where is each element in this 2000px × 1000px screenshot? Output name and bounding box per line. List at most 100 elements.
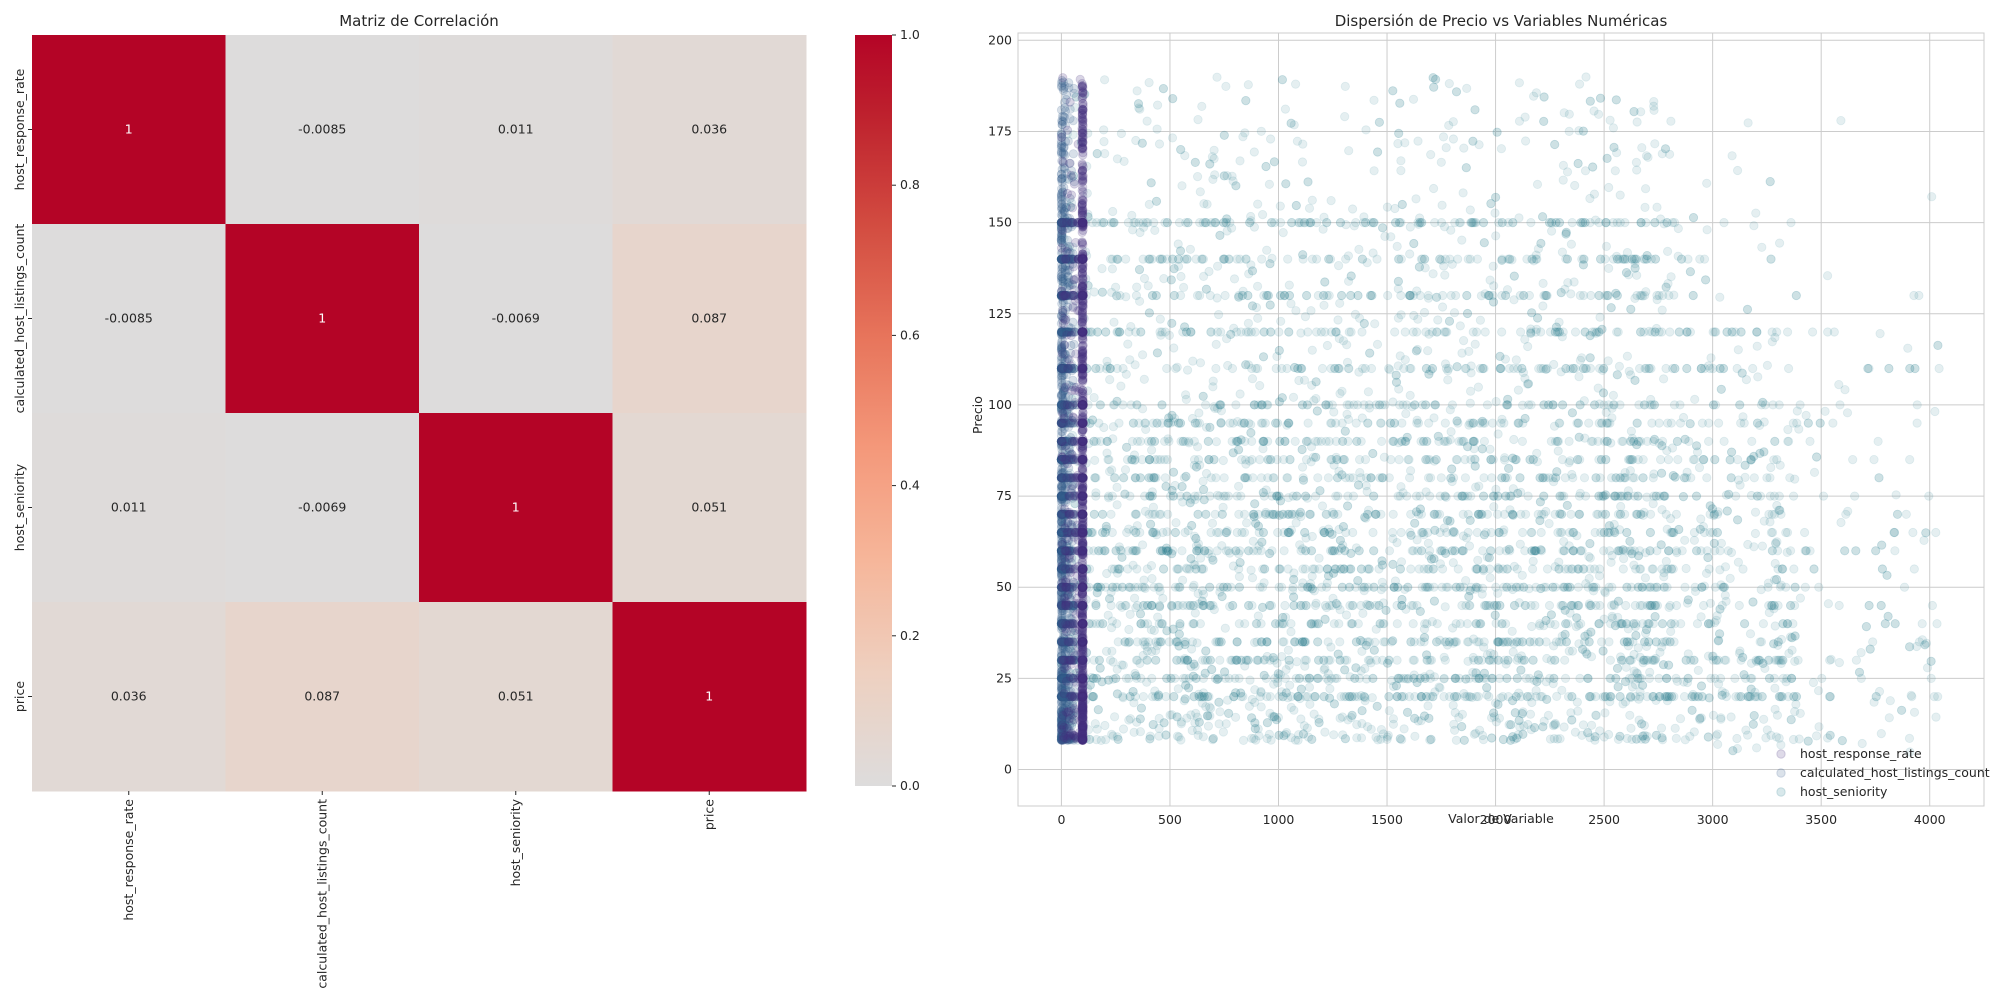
scatter-point — [1338, 436, 1348, 446]
scatter-point — [1278, 228, 1288, 238]
scatter-point — [1349, 221, 1359, 231]
scatter-point — [1368, 527, 1378, 538]
scatter-point — [1600, 588, 1610, 598]
scatter-point — [1459, 735, 1469, 745]
scatter-point — [1692, 447, 1703, 457]
scatter-point — [1193, 172, 1203, 182]
scatter-point — [1580, 327, 1590, 337]
scatter-point — [1411, 346, 1422, 356]
scatter-point — [1408, 655, 1418, 665]
scatter-point — [1314, 717, 1324, 728]
scatter-point — [1662, 696, 1673, 706]
scatter-point — [1174, 254, 1184, 264]
scatter-point — [1626, 691, 1636, 702]
scatter-point — [1359, 400, 1369, 410]
heatmap-col-label: host_seniority — [508, 798, 523, 886]
scatter-point — [1448, 558, 1458, 568]
scatter-point — [1479, 473, 1489, 483]
scatter-point — [1775, 505, 1785, 515]
scatter-point — [1772, 537, 1782, 547]
scatter-point — [1388, 509, 1398, 519]
scatter-point — [1532, 179, 1543, 189]
scatter-point — [1914, 290, 1924, 301]
scatter-point — [1763, 582, 1773, 592]
scatter-point — [1770, 621, 1780, 631]
scatter-point — [1105, 655, 1116, 665]
scatter-point — [1274, 397, 1285, 407]
scatter-point — [1172, 600, 1182, 611]
heatmap-cell — [419, 224, 613, 414]
scatter-point — [1461, 163, 1471, 173]
scatter-point — [1303, 327, 1313, 337]
scatter-point — [1578, 126, 1588, 136]
scatter-point — [1422, 650, 1432, 660]
scatter-point — [1322, 290, 1332, 301]
scatter-point — [1432, 292, 1442, 302]
scatter-point — [1789, 564, 1799, 574]
scatter-point — [1790, 706, 1800, 717]
scatter-point — [1572, 613, 1582, 623]
scatter-point — [1601, 241, 1612, 251]
scatter-point — [1553, 527, 1563, 538]
scatter-point — [1657, 305, 1667, 315]
scatter-point — [1899, 582, 1910, 592]
scatter-point — [1394, 128, 1404, 138]
scatter-point — [1699, 454, 1709, 465]
scatter-point — [1482, 400, 1493, 410]
scatter-point — [1607, 611, 1617, 621]
scatter-point — [1332, 473, 1343, 483]
scatter-point — [1759, 714, 1769, 724]
scatter-point — [1131, 546, 1141, 556]
scatter-point — [1186, 710, 1196, 720]
scatter-point — [1703, 651, 1714, 661]
scatter-point — [1415, 606, 1425, 617]
scatter-point — [1714, 418, 1724, 428]
scatter-point — [1251, 619, 1261, 629]
scatter-point — [1234, 481, 1244, 491]
scatter-point — [1415, 491, 1425, 501]
scatter-point — [1668, 470, 1678, 481]
colorbar-gradient — [855, 35, 892, 786]
scatter-point — [1909, 564, 1919, 574]
scatter-point — [1078, 637, 1088, 647]
scatter-point — [1092, 149, 1102, 159]
scatter-point — [1095, 400, 1105, 410]
scatter-point — [1560, 473, 1570, 483]
scatter-point — [1335, 298, 1345, 308]
scatter-point — [1250, 327, 1260, 337]
scatter-point — [1568, 473, 1578, 483]
scatter-point — [1486, 454, 1496, 465]
scatter-point — [1769, 639, 1779, 649]
scatter-point — [1335, 388, 1345, 399]
scatter-point — [1132, 717, 1142, 727]
scatter-point — [1465, 398, 1475, 408]
scatter-point — [1400, 138, 1410, 148]
scatter-point — [1228, 418, 1238, 428]
scatter-point — [1441, 143, 1451, 153]
scatter-point — [1463, 527, 1473, 538]
scatter-point — [1598, 646, 1608, 656]
scatter-point — [1679, 691, 1690, 702]
colorbar-tick-label: 0.2 — [900, 628, 920, 643]
scatter-point — [1508, 218, 1518, 228]
scatter-point — [1420, 673, 1430, 684]
heatmap-cell-label: 0.036 — [691, 122, 727, 137]
scatter-point — [1277, 75, 1288, 85]
scatter-point — [1743, 730, 1753, 740]
scatter-point — [1338, 436, 1348, 446]
scatter-point — [1829, 327, 1839, 337]
scatter-point — [1702, 473, 1712, 483]
scatter-point — [1157, 418, 1167, 428]
scatter-point — [1741, 725, 1751, 735]
scatter-point — [1757, 242, 1767, 252]
scatter-point — [1309, 586, 1319, 596]
scatter-point — [1469, 634, 1479, 644]
scatter-point — [1610, 166, 1620, 176]
scatter-point — [1612, 663, 1623, 674]
scatter-point — [1059, 233, 1069, 244]
scatter-title: Dispersión de Precio vs Variables Numéri… — [1335, 12, 1668, 30]
scatter-point — [1529, 637, 1539, 647]
scatter-point — [1169, 290, 1179, 301]
scatter-point — [1462, 83, 1472, 94]
scatter-point — [1335, 713, 1345, 723]
